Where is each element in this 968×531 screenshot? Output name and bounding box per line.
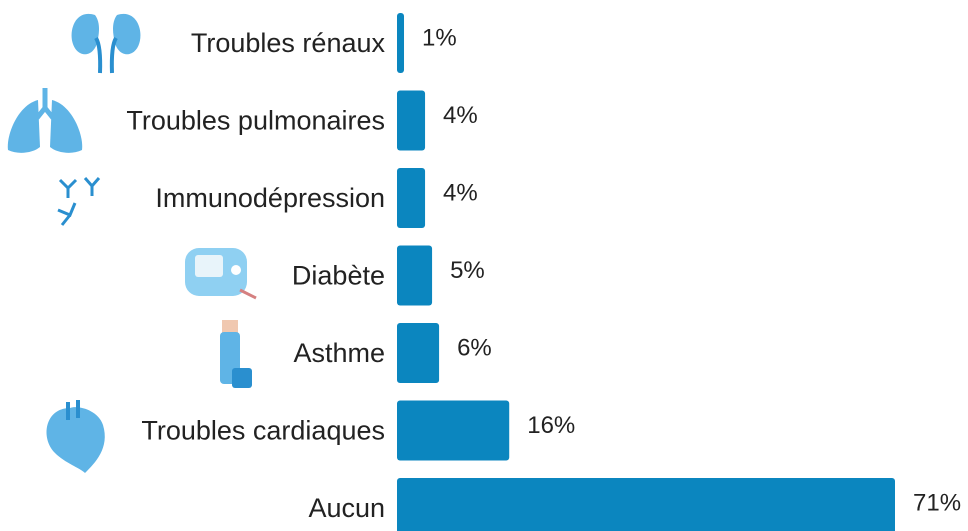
icon-lungs: [7, 88, 83, 153]
value-label: 5%: [450, 257, 485, 284]
icon-antibodies: [57, 177, 101, 226]
bar: [397, 13, 405, 73]
value-label: 71%: [913, 489, 961, 516]
value-label: 16%: [527, 412, 575, 439]
category-label: Aucun: [308, 493, 385, 523]
category-label: Troubles rénaux: [191, 28, 386, 58]
category-label: Diabète: [292, 261, 385, 291]
icon-glucometer: [185, 248, 257, 300]
bar: [397, 245, 433, 306]
value-label: 4%: [443, 179, 478, 206]
bar: [397, 168, 426, 228]
value-label: 1%: [422, 24, 457, 51]
icon-kidneys: [71, 13, 141, 74]
value-label: 4%: [443, 102, 478, 129]
category-label: Asthme: [293, 338, 385, 368]
icon-inhaler: [220, 320, 252, 388]
category-label: Troubles cardiaques: [141, 416, 385, 446]
category-label: Troubles pulmonaires: [126, 106, 385, 136]
bar: [397, 400, 510, 461]
value-label: 6%: [457, 334, 492, 361]
category-label: Immunodépression: [155, 183, 385, 213]
icon-heart: [46, 400, 105, 473]
bar: [397, 323, 440, 383]
bar: [397, 90, 426, 151]
bar: [397, 478, 895, 531]
